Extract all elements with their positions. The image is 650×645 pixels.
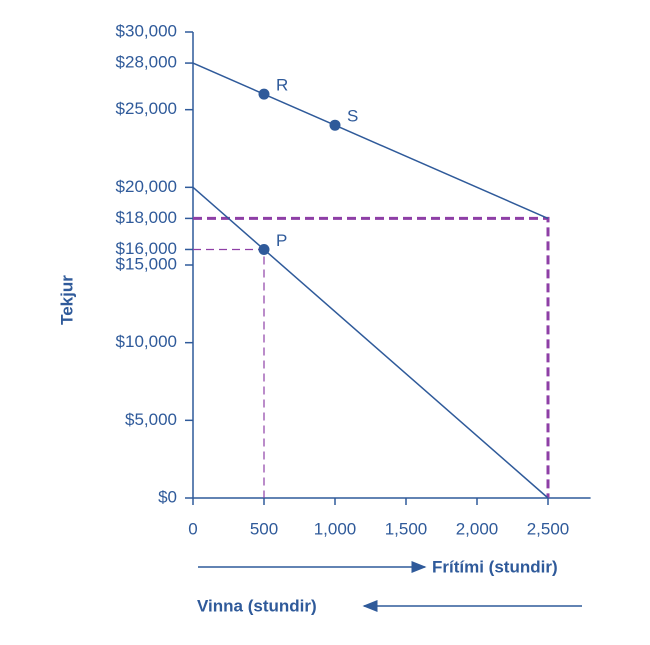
x2-axis-label: Vinna (stundir) — [197, 596, 317, 615]
y-tick-label: $0 — [158, 487, 177, 506]
point-label: P — [276, 231, 287, 250]
point — [258, 243, 270, 255]
y-tick-label: $15,000 — [116, 254, 177, 273]
x-tick-label: 1,500 — [385, 519, 428, 538]
x-tick-label: 500 — [250, 519, 278, 538]
y-tick-label: $16,000 — [116, 239, 177, 258]
line — [192, 62, 549, 220]
x-tick-label: 2,500 — [527, 519, 570, 538]
line — [192, 186, 549, 499]
point-label: R — [276, 76, 288, 95]
guide-line — [193, 248, 265, 498]
x-tick-label: 1,000 — [314, 519, 357, 538]
guide-line — [193, 216, 550, 498]
y-tick-label: $10,000 — [116, 332, 177, 351]
point-label: S — [347, 107, 358, 126]
y-tick-label: $28,000 — [116, 53, 177, 72]
y-tick-label: $25,000 — [116, 99, 177, 118]
x-tick-label: 2,000 — [456, 519, 499, 538]
y-axis-label: Tekjur — [57, 275, 76, 325]
y-tick-label: $18,000 — [116, 208, 177, 227]
y-tick-label: $5,000 — [125, 410, 177, 429]
y-tick-label: $30,000 — [116, 21, 177, 40]
y-tick-label: $20,000 — [116, 177, 177, 196]
x-axis-label: Frítími (stundir) — [432, 557, 558, 576]
x-tick-label: 0 — [188, 519, 197, 538]
point — [258, 88, 270, 100]
point — [329, 119, 341, 131]
